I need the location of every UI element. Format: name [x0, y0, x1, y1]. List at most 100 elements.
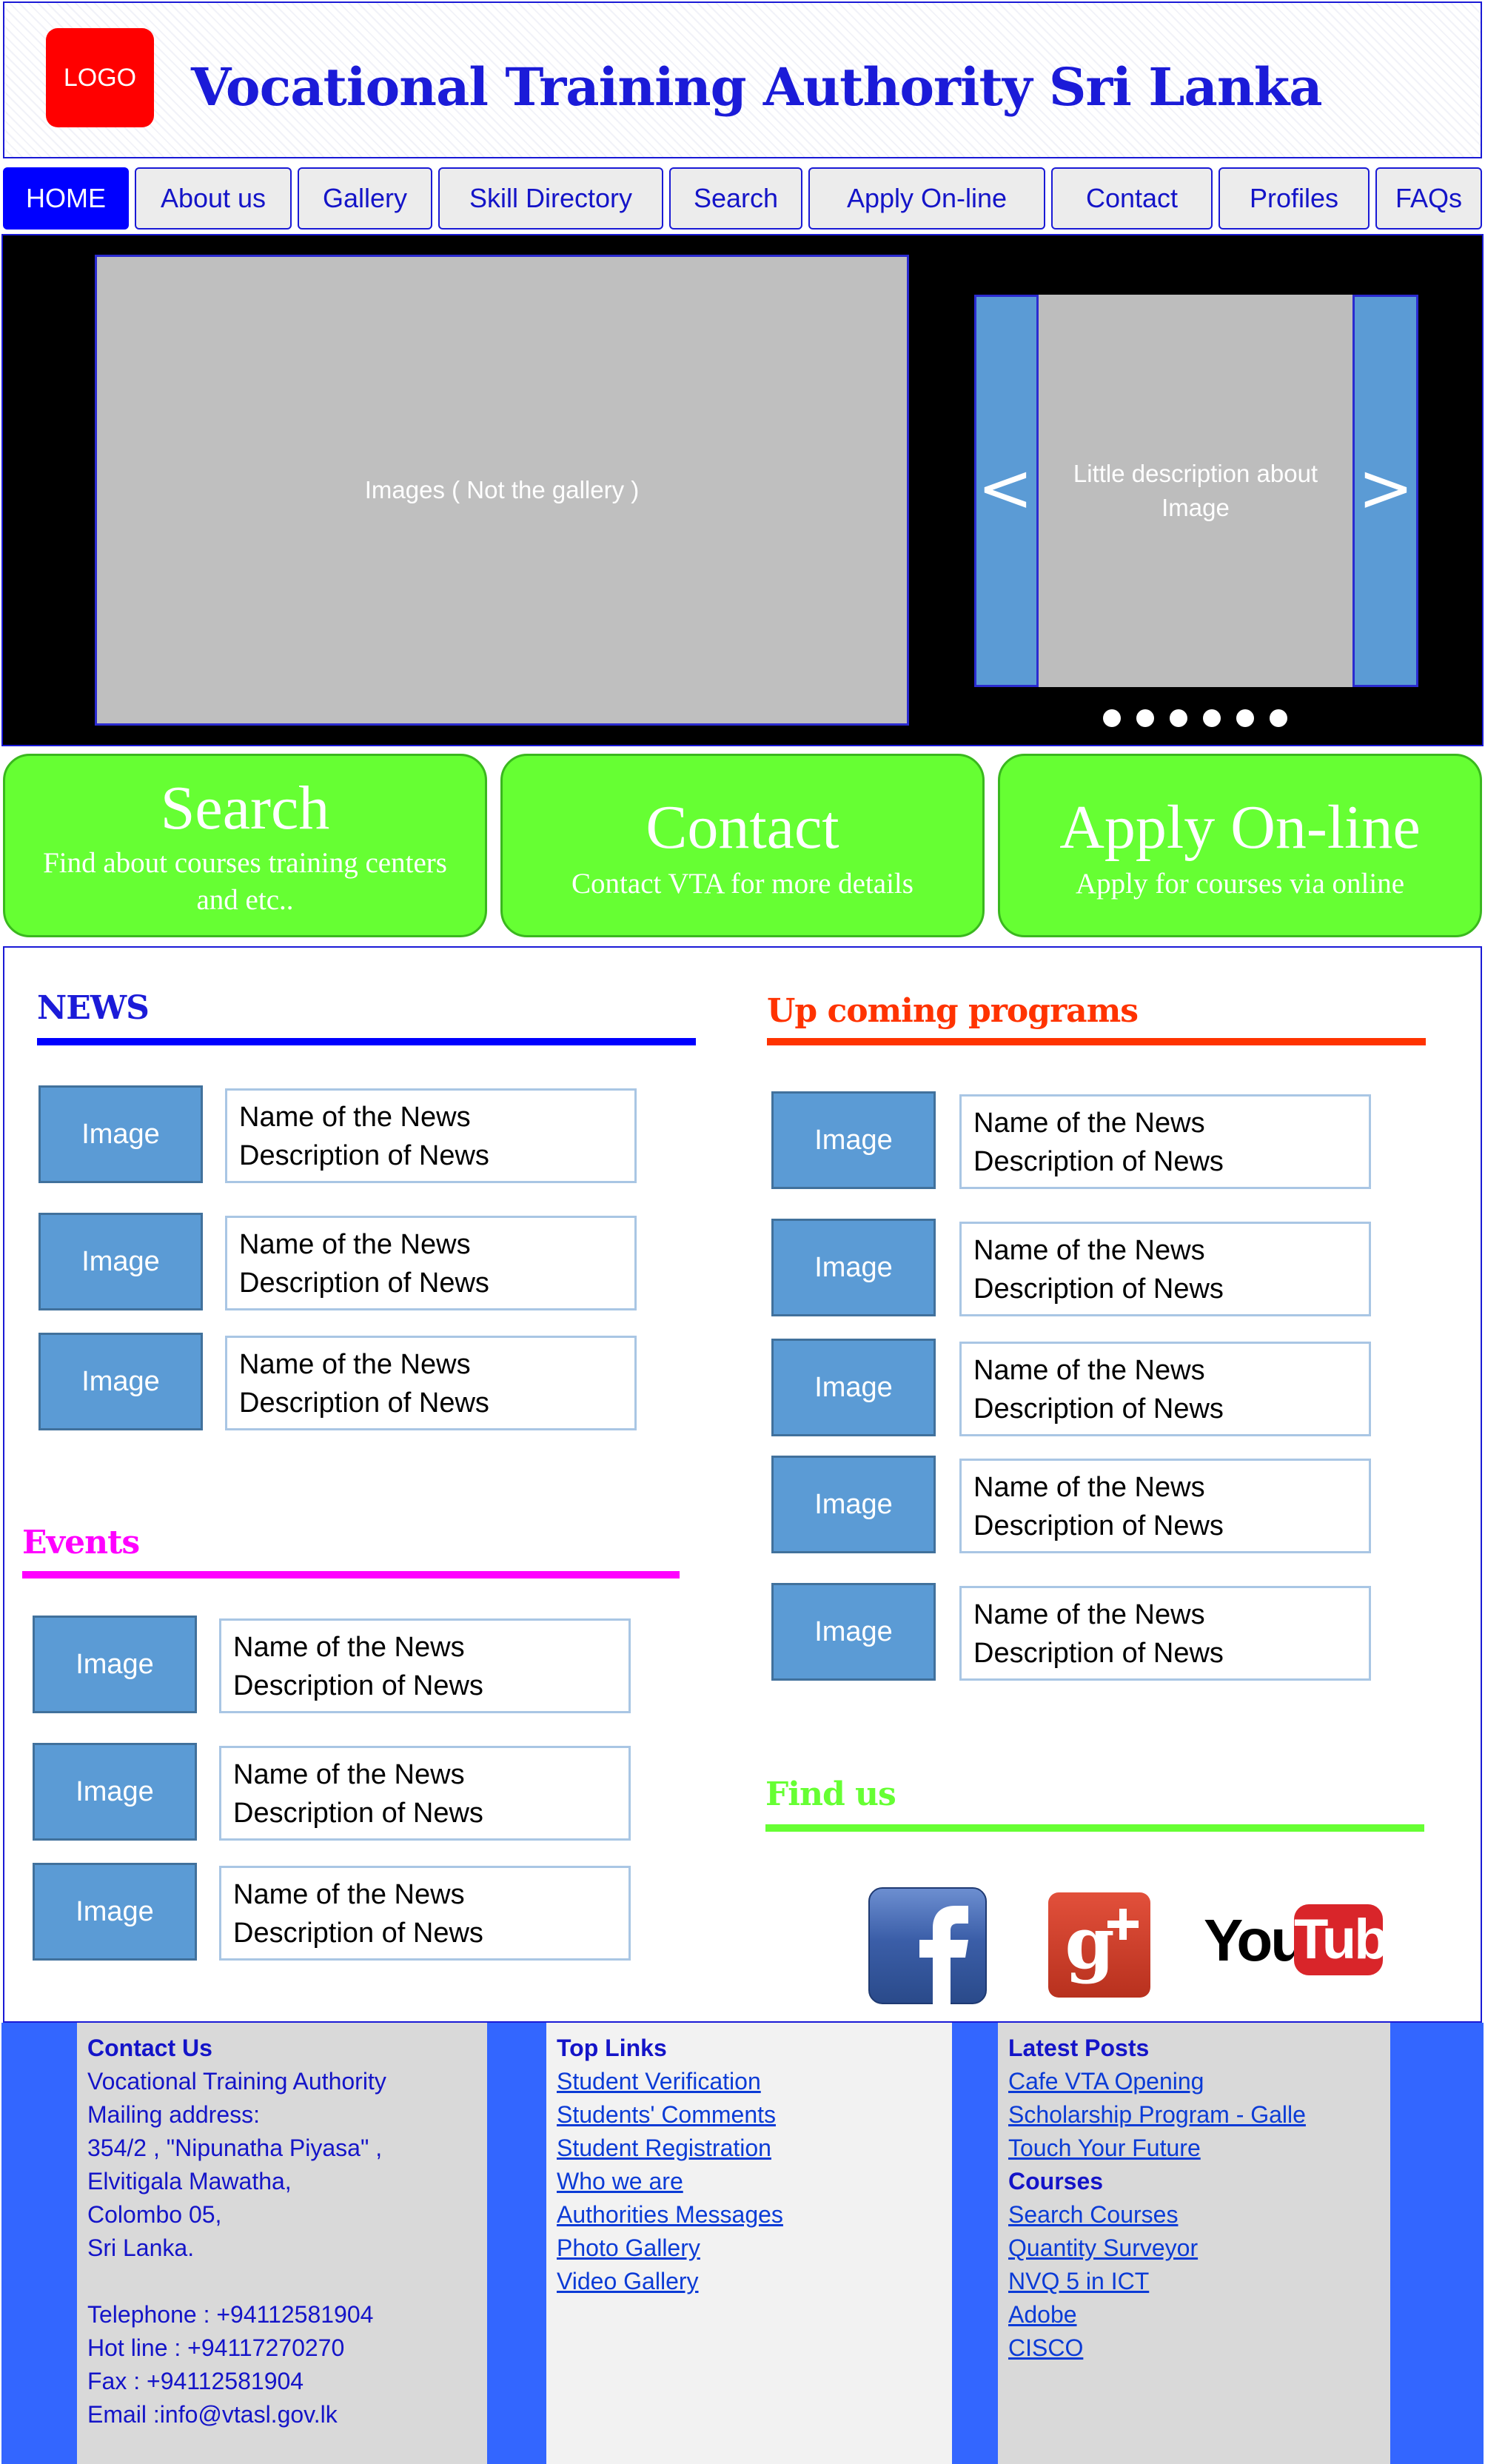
- footer-link[interactable]: NVQ 5 in ICT: [1008, 2268, 1150, 2294]
- upcoming-title: Up coming programs: [767, 992, 1139, 1030]
- footer-top-links-heading: Top Links: [557, 2035, 667, 2061]
- nav-faqs[interactable]: FAQs: [1375, 167, 1482, 230]
- event-description: Description of News: [233, 1670, 483, 1701]
- slider-dot[interactable]: [1270, 709, 1287, 727]
- find-us-title: Find us: [765, 1775, 896, 1813]
- slider-description: Little description about Image: [1036, 295, 1355, 687]
- svg-text:g: g: [1065, 1901, 1114, 1985]
- event-item[interactable]: Name of the News Description of News: [219, 1746, 631, 1841]
- nav-contact[interactable]: Contact: [1051, 167, 1213, 230]
- program-item[interactable]: Name of the News Description of News: [959, 1222, 1371, 1316]
- footer-link[interactable]: Quantity Surveyor: [1008, 2234, 1199, 2261]
- nav-profiles[interactable]: Profiles: [1218, 167, 1370, 230]
- nav-apply-online[interactable]: Apply On-line: [808, 167, 1045, 230]
- footer-link[interactable]: Video Gallery: [557, 2268, 699, 2294]
- program-item[interactable]: Name of the News Description of News: [959, 1094, 1371, 1189]
- footer-link[interactable]: Cafe VTA Opening: [1008, 2068, 1204, 2095]
- footer-link[interactable]: Who we are: [557, 2168, 683, 2194]
- footer-contact-line: Hot line : +94117270270: [87, 2334, 345, 2361]
- news-rule: [37, 1038, 696, 1045]
- program-image[interactable]: Image: [771, 1456, 936, 1553]
- event-image[interactable]: Image: [33, 1616, 197, 1713]
- footer-link[interactable]: Student Verification: [557, 2068, 761, 2095]
- cta-title: Contact: [646, 793, 839, 862]
- slider-dot[interactable]: [1203, 709, 1221, 727]
- program-description: Description of News: [973, 1393, 1224, 1424]
- news-name: Name of the News: [239, 1349, 471, 1380]
- program-name: Name of the News: [973, 1472, 1205, 1503]
- facebook-icon[interactable]: [868, 1886, 988, 2005]
- news-image[interactable]: Image: [38, 1333, 203, 1430]
- program-name: Name of the News: [973, 1108, 1205, 1139]
- cta-search-button[interactable]: Search Find about courses training cente…: [3, 754, 487, 937]
- program-name: Name of the News: [973, 1235, 1205, 1266]
- news-item[interactable]: Name of the News Description of News: [225, 1216, 637, 1310]
- footer-link[interactable]: Adobe: [1008, 2301, 1077, 2328]
- youtube-tube-text: Tube: [1294, 1904, 1418, 1975]
- footer-link[interactable]: Students' Comments: [557, 2101, 777, 2128]
- program-item[interactable]: Name of the News Description of News: [959, 1459, 1371, 1553]
- news-image[interactable]: Image: [38, 1085, 203, 1183]
- nav-gallery[interactable]: Gallery: [298, 167, 432, 230]
- footer-link[interactable]: Scholarship Program - Galle: [1008, 2101, 1306, 2128]
- program-image[interactable]: Image: [771, 1219, 936, 1316]
- footer-contact-column: Contact Us Vocational Training Authority…: [77, 2023, 487, 2464]
- google-plus-icon[interactable]: g: [1047, 1891, 1152, 1999]
- youtube-icon[interactable]: You Tube: [1204, 1903, 1418, 1980]
- footer-latest-posts-column: Latest Posts Cafe VTA Opening Scholarshi…: [998, 2023, 1390, 2464]
- event-name: Name of the News: [233, 1879, 465, 1910]
- news-item[interactable]: Name of the News Description of News: [225, 1336, 637, 1430]
- site-logo[interactable]: LOGO: [46, 28, 154, 127]
- footer-contact-line: [87, 2265, 477, 2298]
- event-description: Description of News: [233, 1798, 483, 1829]
- program-image[interactable]: Image: [771, 1583, 936, 1681]
- footer-link[interactable]: CISCO: [1008, 2334, 1084, 2361]
- news-image[interactable]: Image: [38, 1213, 203, 1310]
- news-item[interactable]: Name of the News Description of News: [225, 1088, 637, 1183]
- program-image[interactable]: Image: [771, 1339, 936, 1436]
- nav-about-us[interactable]: About us: [135, 167, 292, 230]
- news-title: NEWS: [37, 989, 150, 1027]
- nav-skill-directory[interactable]: Skill Directory: [438, 167, 663, 230]
- hero-image-placeholder: Images ( Not the gallery ): [95, 255, 909, 726]
- cta-apply-online-button[interactable]: Apply On-line Apply for courses via onli…: [998, 754, 1482, 937]
- slider-dot[interactable]: [1170, 709, 1187, 727]
- footer-contact-heading: Contact Us: [87, 2035, 212, 2061]
- footer-link[interactable]: Authorities Messages: [557, 2201, 783, 2228]
- program-item[interactable]: Name of the News Description of News: [959, 1342, 1371, 1436]
- footer-link[interactable]: Touch Your Future: [1008, 2135, 1201, 2161]
- slider-dot[interactable]: [1136, 709, 1154, 727]
- program-image[interactable]: Image: [771, 1091, 936, 1189]
- footer-link[interactable]: Student Registration: [557, 2135, 771, 2161]
- slider-prev-arrow-icon[interactable]: <: [977, 449, 1033, 527]
- footer-contact-line: Sri Lanka.: [87, 2234, 195, 2261]
- footer-link[interactable]: Photo Gallery: [557, 2234, 700, 2261]
- event-item[interactable]: Name of the News Description of News: [219, 1618, 631, 1713]
- event-image[interactable]: Image: [33, 1743, 197, 1841]
- program-description: Description of News: [973, 1146, 1224, 1177]
- cta-title: Search: [160, 774, 330, 843]
- slider-dot[interactable]: [1236, 709, 1254, 727]
- site-title: Vocational Training Authority Sri Lanka: [191, 56, 1323, 118]
- site-header: [3, 1, 1482, 158]
- cta-description: Contact VTA for more details: [571, 868, 914, 900]
- footer-contact-line: 354/2 , "Nipunatha Piyasa" ,: [87, 2135, 383, 2161]
- footer-link[interactable]: Search Courses: [1008, 2201, 1179, 2228]
- news-description: Description of News: [239, 1140, 489, 1171]
- cta-contact-button[interactable]: Contact Contact VTA for more details: [500, 754, 985, 937]
- program-name: Name of the News: [973, 1355, 1205, 1386]
- event-image[interactable]: Image: [33, 1863, 197, 1961]
- nav-search[interactable]: Search: [669, 167, 802, 230]
- footer-courses-heading: Courses: [1008, 2168, 1104, 2194]
- event-name: Name of the News: [233, 1632, 465, 1663]
- slider-dot[interactable]: [1103, 709, 1121, 727]
- slider-next-arrow-icon[interactable]: >: [1358, 449, 1414, 527]
- cta-description: Find about courses training centers and …: [43, 847, 447, 916]
- program-description: Description of News: [973, 1273, 1224, 1305]
- nav-home[interactable]: HOME: [3, 167, 129, 230]
- program-item[interactable]: Name of the News Description of News: [959, 1586, 1371, 1681]
- event-item[interactable]: Name of the News Description of News: [219, 1866, 631, 1961]
- cta-title: Apply On-line: [1059, 793, 1421, 862]
- program-description: Description of News: [973, 1510, 1224, 1541]
- news-description: Description of News: [239, 1268, 489, 1299]
